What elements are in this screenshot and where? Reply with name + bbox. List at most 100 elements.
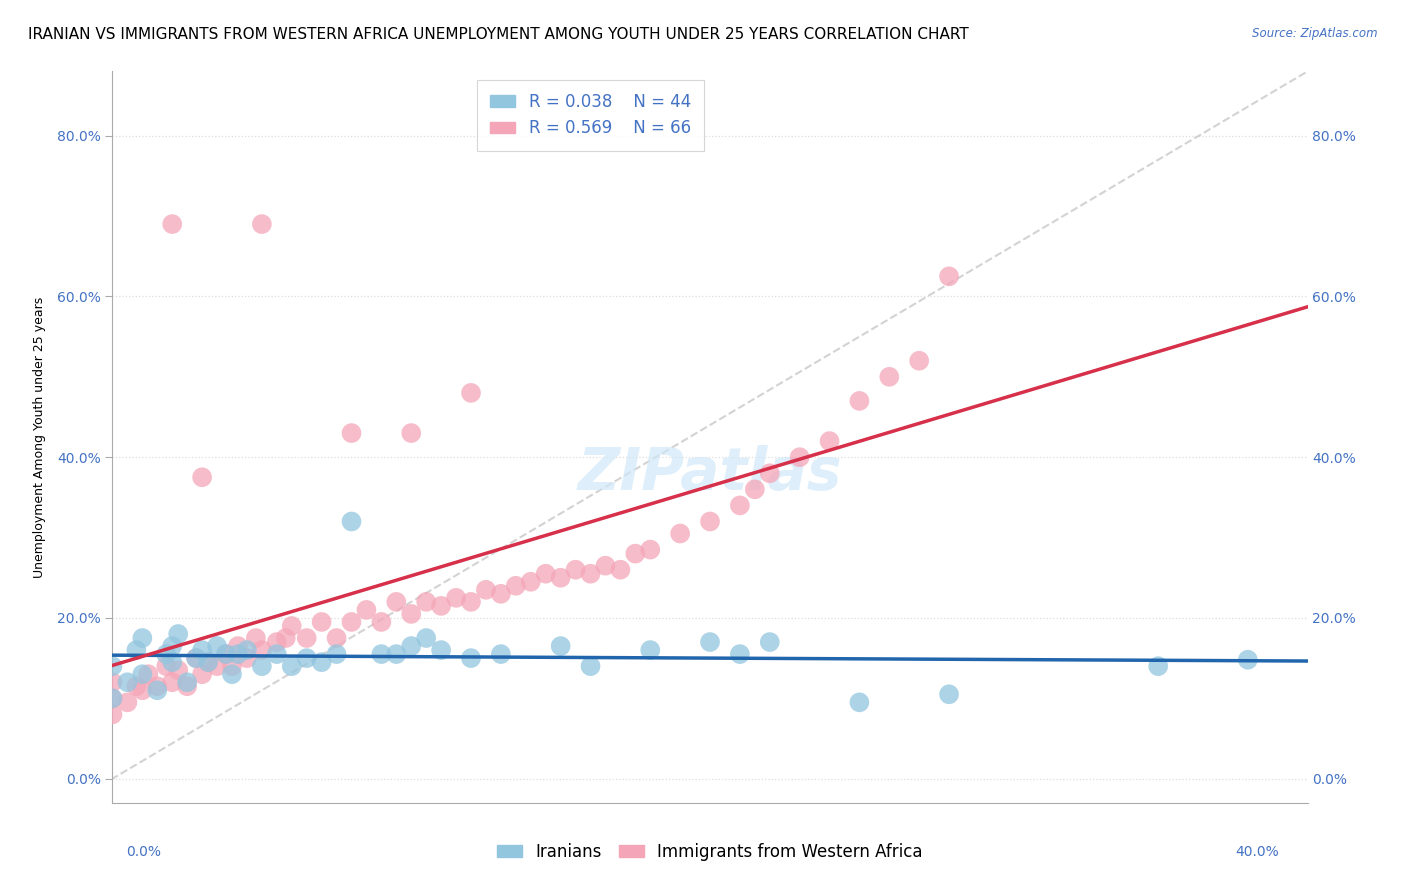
Point <box>138 667 160 681</box>
Point <box>266 635 288 649</box>
Y-axis label: Unemployment Among Youth under 25 years: Unemployment Among Youth under 25 years <box>32 296 45 578</box>
Point <box>460 651 482 665</box>
Point <box>197 655 219 669</box>
Point <box>226 639 249 653</box>
Point <box>401 639 423 653</box>
Point <box>215 647 238 661</box>
Point <box>415 595 437 609</box>
Point <box>550 639 572 653</box>
Point <box>186 651 208 665</box>
Point <box>401 425 423 440</box>
Point <box>266 647 288 661</box>
Point <box>759 467 782 481</box>
Point <box>460 595 482 609</box>
Point <box>131 667 153 681</box>
Point <box>167 663 190 677</box>
Point <box>669 526 692 541</box>
Point <box>167 627 190 641</box>
Point <box>117 675 139 690</box>
Legend: Iranians, Immigrants from Western Africa: Iranians, Immigrants from Western Africa <box>491 837 929 868</box>
Point <box>245 631 267 645</box>
Point <box>460 385 482 400</box>
Point <box>311 615 333 629</box>
Point <box>221 667 243 681</box>
Point <box>340 425 363 440</box>
Point <box>250 659 273 673</box>
Point <box>699 515 721 529</box>
Point <box>879 369 901 384</box>
Point <box>295 651 318 665</box>
Text: ZIPatlas: ZIPatlas <box>578 445 842 502</box>
Point <box>162 675 183 690</box>
Point <box>579 659 602 673</box>
Point <box>444 591 467 605</box>
Point <box>430 599 453 613</box>
Text: 0.0%: 0.0% <box>127 846 162 859</box>
Point <box>579 566 602 581</box>
Point <box>311 655 333 669</box>
Point <box>848 695 870 709</box>
Point <box>789 450 811 465</box>
Point <box>640 542 662 557</box>
Point <box>197 655 219 669</box>
Point <box>250 643 273 657</box>
Point <box>131 683 153 698</box>
Point <box>101 707 124 722</box>
Point <box>534 566 557 581</box>
Point <box>938 269 960 284</box>
Point <box>236 643 259 657</box>
Point <box>744 483 766 497</box>
Point <box>340 615 363 629</box>
Point <box>1237 653 1260 667</box>
Point <box>595 558 617 573</box>
Text: Source: ZipAtlas.com: Source: ZipAtlas.com <box>1253 27 1378 40</box>
Point <box>205 659 228 673</box>
Point <box>162 639 183 653</box>
Point <box>226 647 249 661</box>
Point <box>325 647 347 661</box>
Point <box>475 582 498 597</box>
Point <box>370 615 392 629</box>
Point <box>356 603 378 617</box>
Point <box>162 217 183 231</box>
Point <box>162 655 183 669</box>
Point <box>176 679 198 693</box>
Point <box>938 687 960 701</box>
Point <box>281 659 304 673</box>
Point <box>205 639 228 653</box>
Point <box>848 393 870 408</box>
Point <box>550 571 572 585</box>
Point <box>125 643 148 657</box>
Point <box>325 631 347 645</box>
Point <box>340 515 363 529</box>
Point <box>101 691 124 706</box>
Point <box>1147 659 1170 673</box>
Point <box>385 595 408 609</box>
Text: IRANIAN VS IMMIGRANTS FROM WESTERN AFRICA UNEMPLOYMENT AMONG YOUTH UNDER 25 YEAR: IRANIAN VS IMMIGRANTS FROM WESTERN AFRIC… <box>28 27 969 42</box>
Point <box>191 470 214 484</box>
Point <box>131 631 153 645</box>
Point <box>415 631 437 645</box>
Point <box>101 691 124 706</box>
Point <box>520 574 543 589</box>
Text: 40.0%: 40.0% <box>1236 846 1279 859</box>
Point <box>155 647 177 661</box>
Point <box>155 659 177 673</box>
Point <box>728 499 751 513</box>
Point <box>215 647 238 661</box>
Point <box>564 563 586 577</box>
Point <box>640 643 662 657</box>
Point <box>186 651 208 665</box>
Point <box>624 547 647 561</box>
Point <box>818 434 841 449</box>
Point <box>505 579 527 593</box>
Point <box>430 643 453 657</box>
Point <box>125 679 148 693</box>
Point <box>489 647 512 661</box>
Point <box>250 217 273 231</box>
Point <box>191 667 214 681</box>
Point <box>101 675 124 690</box>
Point <box>281 619 304 633</box>
Point <box>908 353 931 368</box>
Point <box>401 607 423 621</box>
